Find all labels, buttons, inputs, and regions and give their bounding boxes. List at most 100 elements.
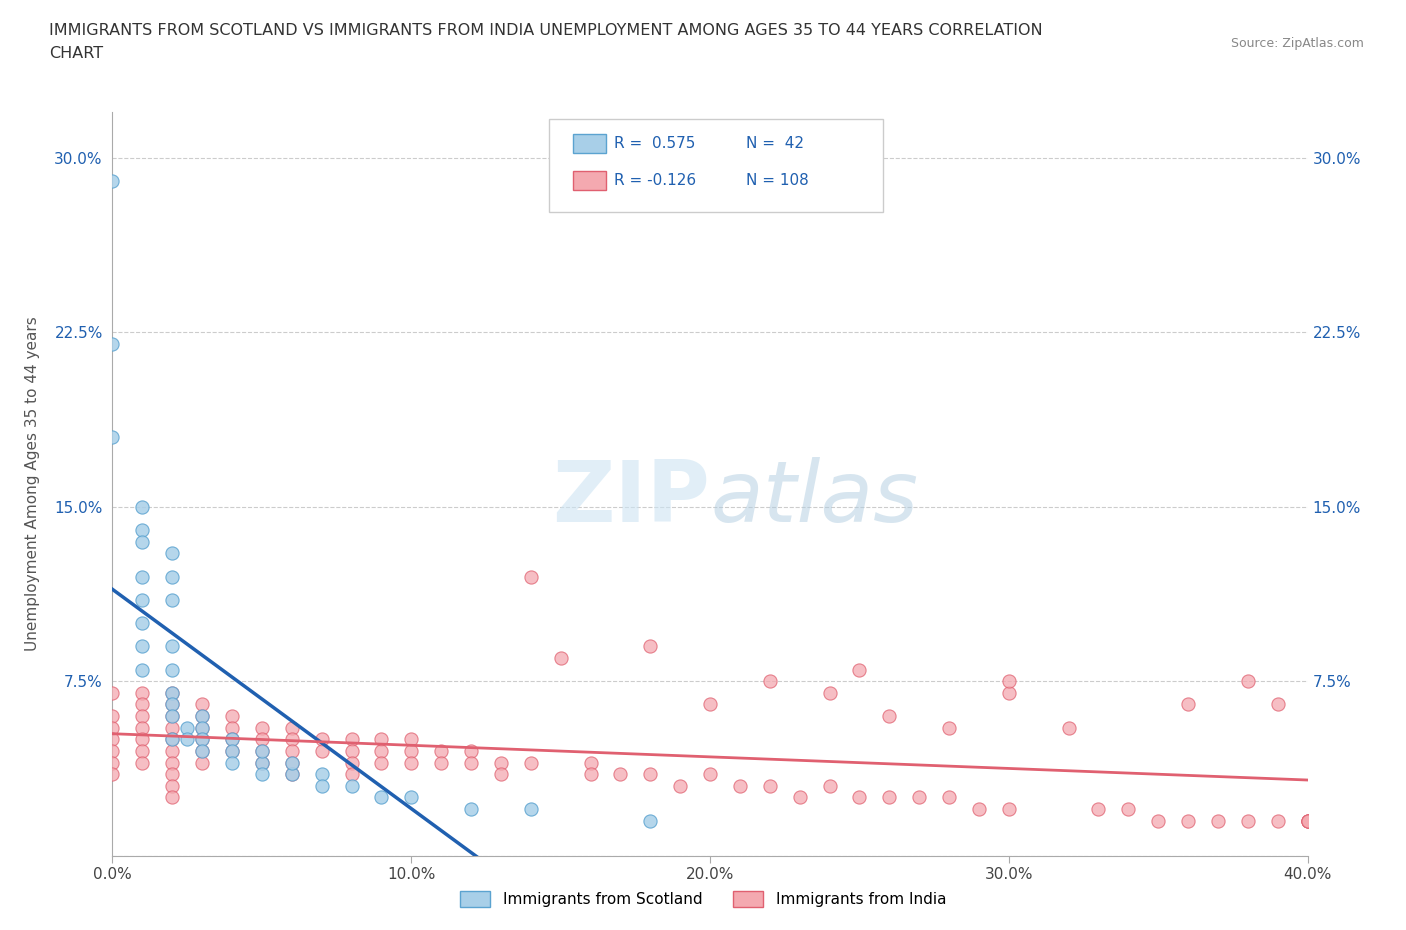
Point — [520, 802, 543, 817]
Point — [162, 639, 183, 654]
Point — [340, 755, 363, 770]
Point — [998, 673, 1021, 688]
Point — [340, 732, 363, 747]
FancyBboxPatch shape — [572, 171, 606, 190]
Point — [101, 766, 124, 781]
Text: N =  42: N = 42 — [747, 136, 804, 151]
Point — [1177, 813, 1199, 829]
Point — [162, 709, 183, 724]
Point — [101, 744, 124, 759]
Point — [430, 744, 453, 759]
Point — [101, 732, 124, 747]
Text: CHART: CHART — [49, 46, 103, 61]
Point — [281, 755, 304, 770]
Point — [520, 569, 543, 584]
Point — [162, 698, 183, 712]
Text: R =  0.575: R = 0.575 — [614, 136, 696, 151]
Point — [101, 430, 124, 445]
Point — [162, 546, 183, 561]
Point — [281, 744, 304, 759]
Point — [191, 698, 214, 712]
Point — [640, 639, 662, 654]
Point — [131, 639, 153, 654]
Point — [1206, 813, 1229, 829]
Point — [281, 732, 304, 747]
Point — [818, 778, 841, 793]
Point — [908, 790, 931, 805]
Point — [401, 744, 423, 759]
Point — [131, 569, 153, 584]
Point — [131, 685, 153, 700]
Point — [370, 732, 392, 747]
Point — [370, 744, 392, 759]
Point — [221, 744, 243, 759]
Point — [162, 662, 183, 677]
Point — [250, 744, 273, 759]
Text: ZIP: ZIP — [553, 457, 710, 540]
Point — [401, 790, 423, 805]
Point — [131, 755, 153, 770]
Point — [191, 755, 214, 770]
Point — [191, 720, 214, 735]
Text: IMMIGRANTS FROM SCOTLAND VS IMMIGRANTS FROM INDIA UNEMPLOYMENT AMONG AGES 35 TO : IMMIGRANTS FROM SCOTLAND VS IMMIGRANTS F… — [49, 23, 1043, 38]
Point — [460, 755, 482, 770]
Text: N = 108: N = 108 — [747, 173, 808, 188]
Point — [579, 766, 602, 781]
Point — [311, 732, 333, 747]
Point — [460, 802, 482, 817]
Point — [131, 499, 153, 514]
Point — [789, 790, 811, 805]
Point — [250, 744, 273, 759]
Point — [340, 778, 363, 793]
Point — [162, 698, 183, 712]
Point — [162, 732, 183, 747]
Text: Source: ZipAtlas.com: Source: ZipAtlas.com — [1230, 37, 1364, 50]
Point — [1296, 813, 1319, 829]
Point — [162, 720, 183, 735]
Point — [818, 685, 841, 700]
Point — [1296, 813, 1319, 829]
Point — [162, 766, 183, 781]
Point — [728, 778, 751, 793]
Point — [311, 778, 333, 793]
Point — [101, 755, 124, 770]
Point — [489, 755, 512, 770]
Point — [370, 755, 392, 770]
Point — [131, 709, 153, 724]
Point — [221, 732, 243, 747]
Point — [101, 337, 124, 352]
Point — [370, 790, 392, 805]
Point — [131, 616, 153, 631]
Point — [938, 720, 960, 735]
Point — [221, 720, 243, 735]
Point — [1087, 802, 1109, 817]
Point — [131, 662, 153, 677]
Point — [1057, 720, 1080, 735]
Point — [938, 790, 960, 805]
Point — [1118, 802, 1140, 817]
Point — [311, 766, 333, 781]
Point — [101, 685, 124, 700]
Point — [131, 732, 153, 747]
Point — [191, 709, 214, 724]
Point — [848, 662, 870, 677]
Point — [1237, 673, 1260, 688]
Point — [162, 732, 183, 747]
Point — [131, 698, 153, 712]
Point — [162, 778, 183, 793]
Text: atlas: atlas — [710, 457, 918, 540]
Point — [699, 698, 721, 712]
Point — [699, 766, 721, 781]
Point — [430, 755, 453, 770]
Point — [1267, 698, 1289, 712]
Point — [759, 673, 782, 688]
Point — [489, 766, 512, 781]
Point — [162, 755, 183, 770]
Point — [998, 802, 1021, 817]
Point — [879, 709, 901, 724]
Point — [250, 766, 273, 781]
Point — [131, 744, 153, 759]
Point — [1147, 813, 1170, 829]
Point — [759, 778, 782, 793]
Point — [101, 709, 124, 724]
